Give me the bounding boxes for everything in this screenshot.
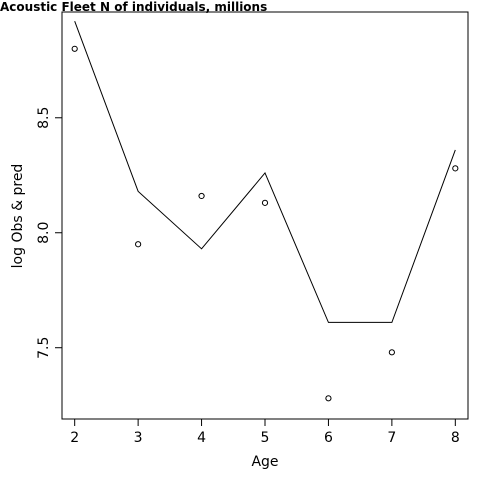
observed-point bbox=[261, 199, 269, 206]
x-tick-label: 8 bbox=[451, 430, 460, 446]
y-tick-label: 8.0 bbox=[36, 222, 52, 244]
x-tick-label: 2 bbox=[70, 430, 79, 446]
x-axis: 2 3 4 5 6 7 8 bbox=[70, 419, 460, 446]
y-axis: 7.5 8.0 8.5 bbox=[36, 107, 62, 359]
observed-point bbox=[71, 45, 78, 52]
chart-title: Acoustic Fleet N of individuals, million… bbox=[0, 0, 267, 14]
y-tick-label: 8.5 bbox=[36, 107, 52, 129]
x-tick-label: 5 bbox=[261, 430, 270, 446]
x-tick-label: 7 bbox=[387, 430, 396, 446]
observed-point bbox=[198, 192, 205, 200]
predicted-line bbox=[74, 21, 456, 323]
observed-point bbox=[388, 349, 395, 356]
x-tick-label: 6 bbox=[324, 430, 333, 446]
observed-point bbox=[135, 241, 142, 248]
plot-area bbox=[71, 21, 459, 402]
x-axis-label: Age bbox=[251, 454, 278, 470]
x-tick-label: 3 bbox=[134, 430, 143, 446]
y-axis-label: log Obs & pred bbox=[10, 164, 26, 269]
observed-point bbox=[325, 395, 332, 402]
y-tick-label: 7.5 bbox=[36, 337, 52, 359]
observed-point bbox=[452, 165, 459, 172]
x-tick-label: 4 bbox=[197, 430, 206, 446]
plot-frame bbox=[61, 11, 469, 420]
